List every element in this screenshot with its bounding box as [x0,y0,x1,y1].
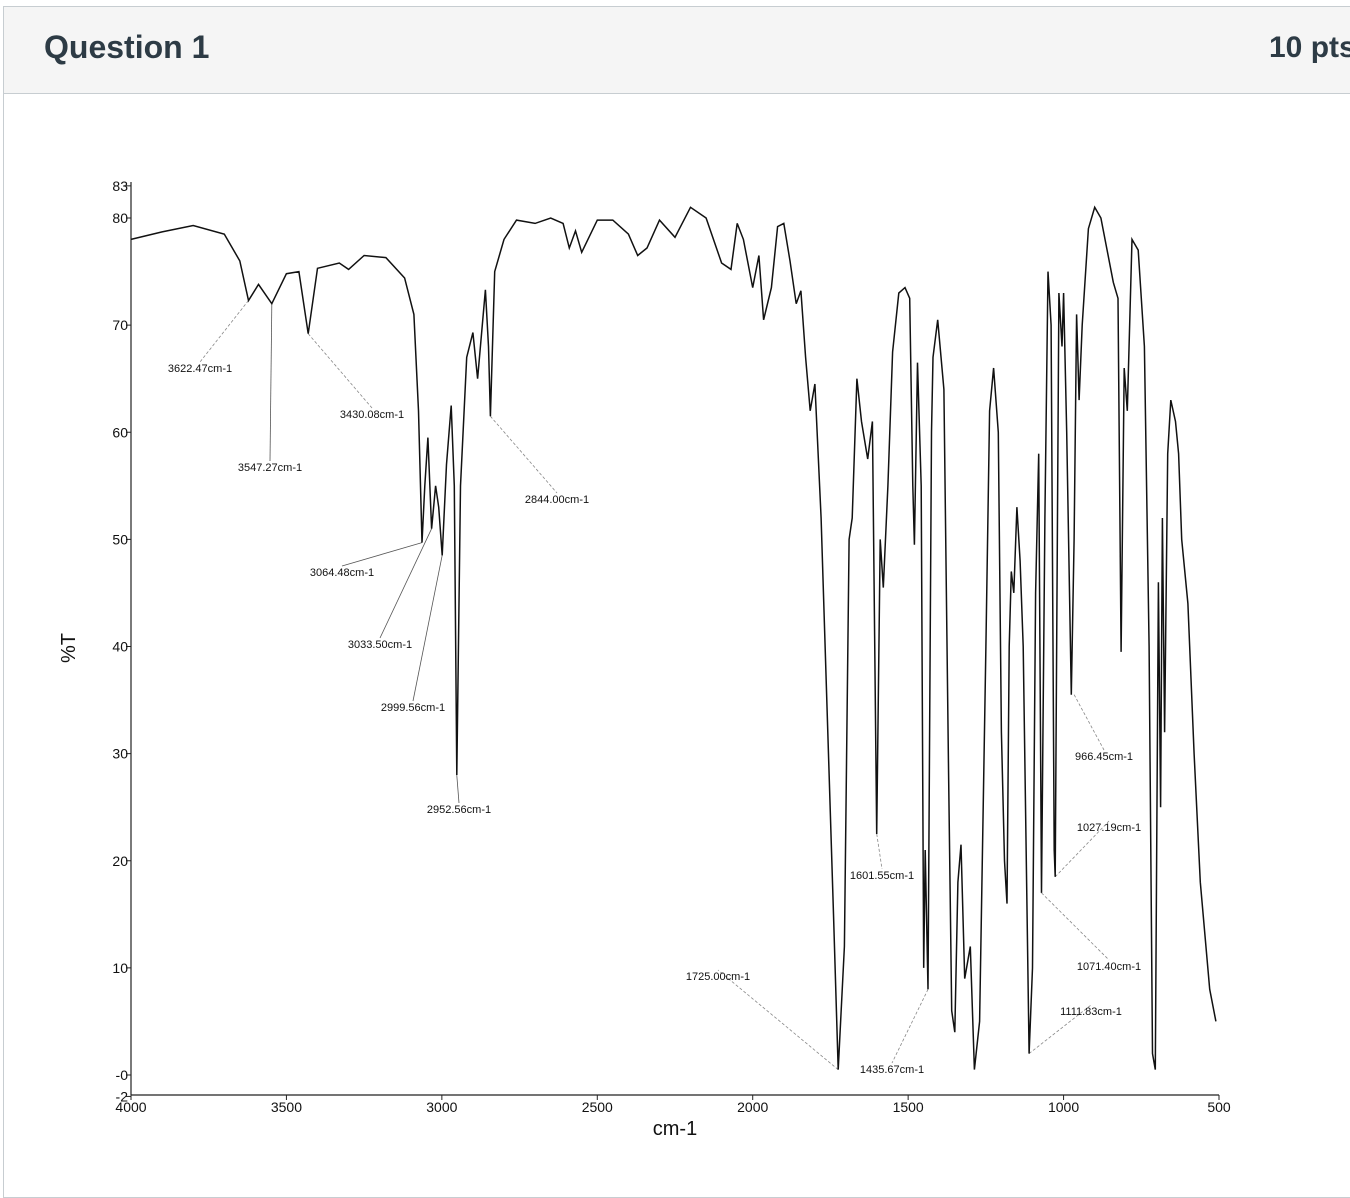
question-points: 10 pts [1269,31,1350,64]
x-axis-label: cm-1 [653,1118,697,1140]
annotation-leader [1073,694,1105,751]
y-tick-label: 30 [112,746,128,762]
annotation-leader [412,555,443,702]
peak-annotation: 3033.50cm-1 [348,639,412,651]
y-tick-label: 40 [112,639,128,655]
x-tick-label: 4000 [115,1099,146,1115]
annotation-leader [199,300,249,363]
peak-annotation: 3622.47cm-1 [168,363,232,375]
peak-annotation: 1111.83cm-1 [1060,1006,1122,1018]
peak-annotation: 1071.40cm-1 [1077,961,1141,973]
x-tick-label: 1500 [893,1099,924,1115]
y-tick-label: 80 [112,210,128,226]
annotation-leader [490,415,558,494]
peak-annotation: 3547.27cm-1 [238,462,302,474]
y-tick-label: 10 [112,960,128,976]
annotation-leader [717,969,839,1070]
annotation-leader [1041,892,1110,961]
x-tick-label: 2000 [737,1099,768,1115]
peak-annotation: 2999.56cm-1 [381,702,445,714]
annotation-leader [379,528,432,639]
peak-annotation: 1725.00cm-1 [686,971,750,983]
x-tick-label: 500 [1207,1099,1231,1115]
peak-annotation: 2952.56cm-1 [427,804,491,816]
y-axis-label: %T [58,633,80,663]
question-header: Question 1 10 pts [4,7,1350,94]
y-tick-label: 20 [112,853,128,869]
y-tick-label: 50 [112,531,128,547]
peak-annotation: 1601.55cm-1 [850,870,914,882]
annotation-leader [891,989,929,1064]
y-tick-label: -2 [116,1088,129,1104]
annotation-leader [307,333,373,409]
x-tick-label: 1000 [1048,1099,1079,1115]
x-tick-label: 3000 [426,1099,457,1115]
peak-annotation: 3430.08cm-1 [340,409,404,421]
peak-annotation: 1435.67cm-1 [860,1064,924,1076]
annotation-leader [1054,820,1110,878]
y-tick-label: -0 [116,1067,129,1083]
y-tick-label: 60 [112,424,128,440]
annotation-leader [341,542,423,567]
question-title: Question 1 [44,29,210,65]
peak-annotation: 966.45cm-1 [1075,751,1133,763]
x-tick-label: 3500 [271,1099,302,1115]
question-panel: Question 1 10 pts [3,6,1350,1198]
annotation-leader [269,303,273,462]
annotation-leader [876,833,883,870]
peak-annotation: 3064.48cm-1 [310,567,374,579]
peak-annotation: 2844.00cm-1 [525,494,589,506]
annotation-leader [456,775,460,804]
y-tick-label: 83 [112,178,128,194]
annotation-leader [1028,1004,1092,1054]
x-tick-label: 2500 [582,1099,613,1115]
y-tick-label: 70 [112,317,128,333]
peak-annotation: 1027.19cm-1 [1077,822,1141,834]
spectrum-line [130,205,1217,1070]
